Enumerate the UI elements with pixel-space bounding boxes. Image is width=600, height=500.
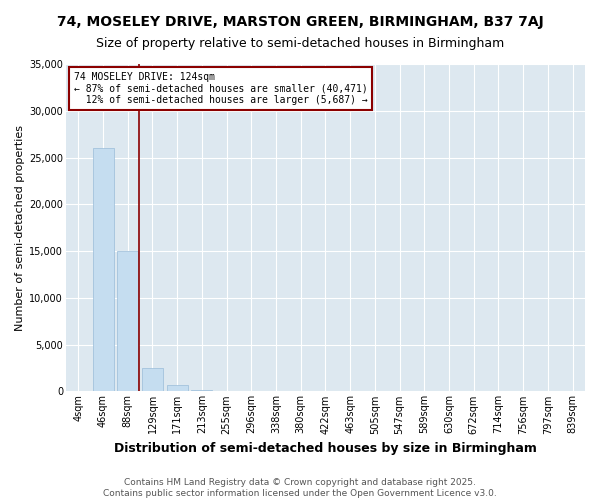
Bar: [142, 368, 163, 392]
Bar: [117, 251, 138, 392]
Text: 74, MOSELEY DRIVE, MARSTON GREEN, BIRMINGHAM, B37 7AJ: 74, MOSELEY DRIVE, MARSTON GREEN, BIRMIN…: [56, 15, 544, 29]
Text: Size of property relative to semi-detached houses in Birmingham: Size of property relative to semi-detach…: [96, 38, 504, 51]
Y-axis label: Number of semi-detached properties: Number of semi-detached properties: [15, 124, 25, 330]
Bar: [167, 385, 188, 392]
Text: 74 MOSELEY DRIVE: 124sqm
← 87% of semi-detached houses are smaller (40,471)
  12: 74 MOSELEY DRIVE: 124sqm ← 87% of semi-d…: [74, 72, 367, 106]
Text: Contains HM Land Registry data © Crown copyright and database right 2025.
Contai: Contains HM Land Registry data © Crown c…: [103, 478, 497, 498]
Bar: [92, 148, 113, 392]
X-axis label: Distribution of semi-detached houses by size in Birmingham: Distribution of semi-detached houses by …: [114, 442, 537, 455]
Bar: [191, 390, 212, 392]
